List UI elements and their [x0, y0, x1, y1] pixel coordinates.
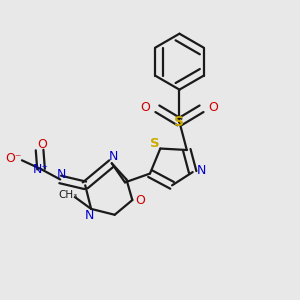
Text: N: N	[109, 150, 118, 163]
Text: O: O	[141, 101, 151, 114]
Text: CH₃: CH₃	[58, 190, 77, 200]
Text: O⁻: O⁻	[5, 152, 22, 165]
Text: O: O	[208, 101, 218, 114]
Text: N⁺: N⁺	[33, 163, 49, 176]
Text: N: N	[57, 168, 66, 181]
Text: S: S	[150, 137, 160, 150]
Text: N: N	[196, 164, 206, 177]
Text: S: S	[174, 115, 184, 129]
Text: O: O	[38, 138, 47, 151]
Text: O: O	[136, 194, 146, 207]
Text: N: N	[85, 209, 94, 222]
